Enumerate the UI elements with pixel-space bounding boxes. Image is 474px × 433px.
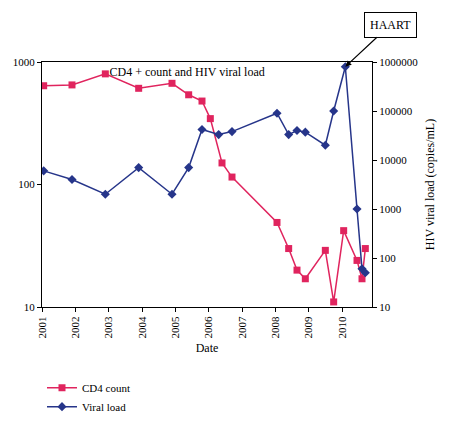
svg-text:CD4 count: CD4 count — [82, 382, 130, 394]
svg-text:1000: 1000 — [13, 56, 36, 68]
svg-text:CD4 + count and HIV viral load: CD4 + count and HIV viral load — [110, 65, 265, 79]
svg-text:Viral load: Viral load — [82, 401, 126, 413]
svg-text:2003: 2003 — [102, 316, 114, 339]
svg-text:2004: 2004 — [136, 316, 148, 339]
svg-text:10000: 10000 — [379, 154, 407, 166]
svg-text:2009: 2009 — [302, 316, 314, 339]
svg-text:Date: Date — [196, 341, 219, 355]
svg-text:2010: 2010 — [336, 316, 348, 339]
svg-text:HAART: HAART — [370, 18, 411, 32]
svg-text:2005: 2005 — [169, 316, 181, 339]
svg-text:1000000: 1000000 — [379, 56, 418, 68]
svg-text:2002: 2002 — [69, 316, 81, 338]
svg-text:2008: 2008 — [269, 316, 281, 339]
svg-text:2006: 2006 — [202, 316, 214, 339]
svg-text:HIV viral load (copies/mL): HIV viral load (copies/mL) — [423, 119, 437, 250]
svg-text:100: 100 — [379, 252, 396, 264]
svg-text:100: 100 — [18, 178, 35, 190]
svg-text:1000: 1000 — [379, 203, 402, 215]
svg-text:2007: 2007 — [236, 316, 248, 339]
svg-text:100000: 100000 — [379, 105, 413, 117]
svg-text:10: 10 — [24, 301, 36, 313]
svg-text:10: 10 — [379, 301, 391, 313]
svg-text:2001: 2001 — [36, 316, 48, 338]
